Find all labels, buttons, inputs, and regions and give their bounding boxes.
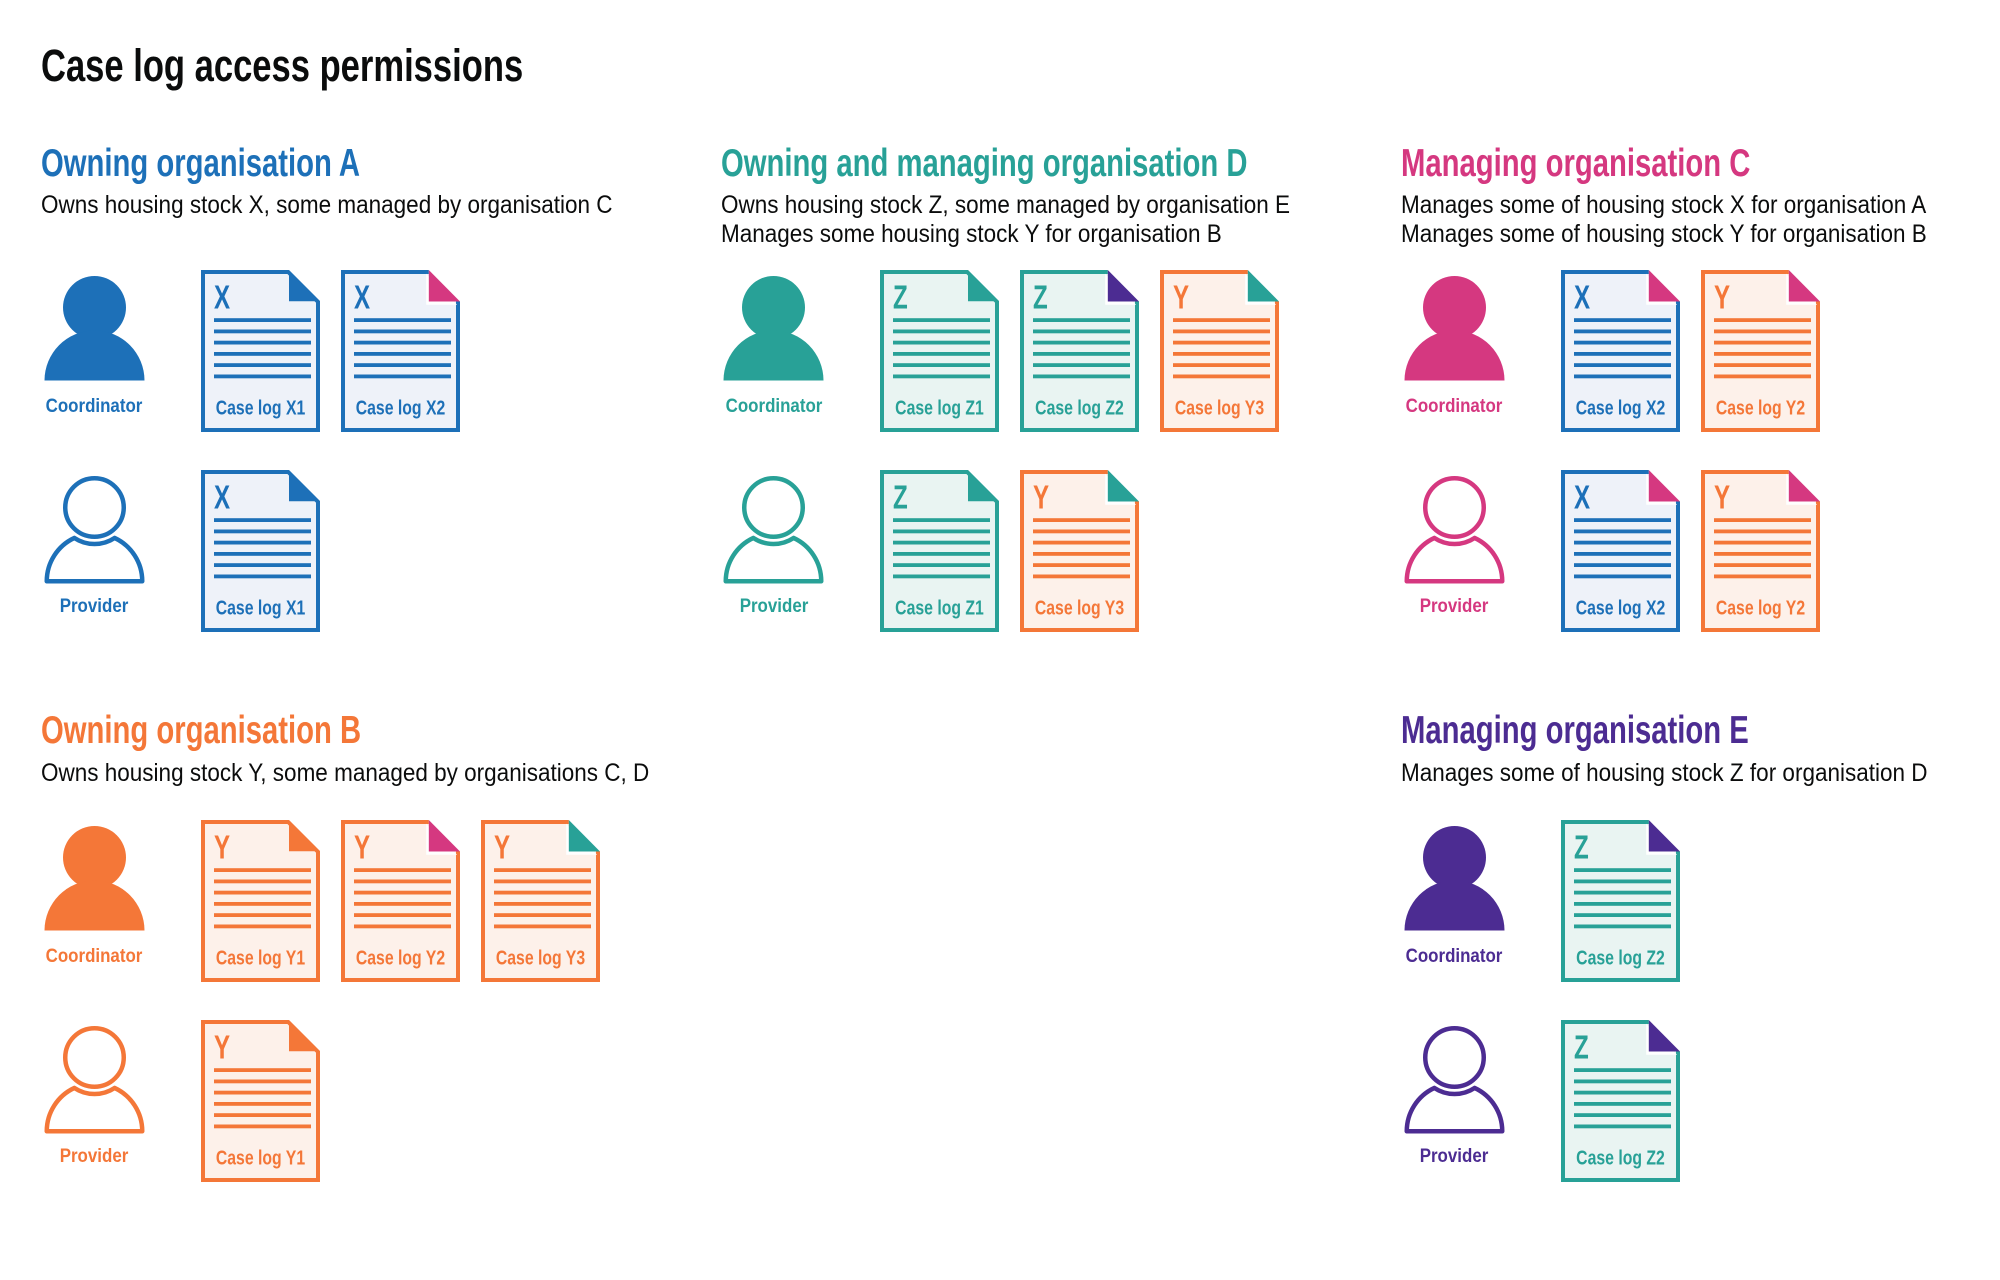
svg-text:X: X	[214, 280, 230, 317]
svg-text:Z: Z	[1574, 830, 1589, 867]
svg-text:Case log Y2: Case log Y2	[1715, 397, 1804, 419]
svg-text:X: X	[1574, 480, 1590, 517]
svg-text:Case log X2: Case log X2	[1575, 597, 1665, 619]
svg-text:Case log Y2: Case log Y2	[355, 947, 444, 969]
svg-text:Case log X2: Case log X2	[355, 397, 445, 419]
svg-text:X: X	[354, 280, 370, 317]
svg-text:Case log Y3: Case log Y3	[495, 947, 584, 969]
svg-text:Case log Z1: Case log Z1	[895, 597, 984, 619]
svg-text:X: X	[1574, 280, 1590, 317]
svg-text:Case log Y1: Case log Y1	[215, 1147, 304, 1169]
svg-text:Case log Z2: Case log Z2	[1035, 397, 1124, 419]
svg-text:Z: Z	[1574, 1030, 1589, 1067]
svg-text:Z: Z	[893, 480, 908, 517]
svg-text:Case log X1: Case log X1	[215, 597, 305, 619]
svg-text:X: X	[214, 480, 230, 517]
svg-text:Z: Z	[893, 280, 908, 317]
svg-text:Case log Y2: Case log Y2	[1715, 597, 1804, 619]
svg-text:Case log Y1: Case log Y1	[215, 947, 304, 969]
svg-text:Case log Y3: Case log Y3	[1175, 397, 1264, 419]
svg-text:Case log X1: Case log X1	[215, 397, 305, 419]
svg-text:Case log Z2: Case log Z2	[1576, 947, 1665, 969]
svg-text:Y: Y	[354, 830, 370, 867]
svg-text:Y: Y	[1033, 480, 1049, 517]
svg-text:Case log Y3: Case log Y3	[1035, 597, 1124, 619]
svg-text:Case log X2: Case log X2	[1575, 397, 1665, 419]
svg-text:Y: Y	[214, 830, 230, 867]
svg-text:Case log Z1: Case log Z1	[895, 397, 984, 419]
svg-text:Y: Y	[494, 830, 510, 867]
svg-text:Z: Z	[1033, 280, 1048, 317]
svg-text:Y: Y	[1714, 280, 1730, 317]
svg-text:Case log Z2: Case log Z2	[1576, 1147, 1665, 1169]
svg-text:Y: Y	[1173, 280, 1189, 317]
svg-text:Y: Y	[214, 1030, 230, 1067]
svg-text:Y: Y	[1714, 480, 1730, 517]
